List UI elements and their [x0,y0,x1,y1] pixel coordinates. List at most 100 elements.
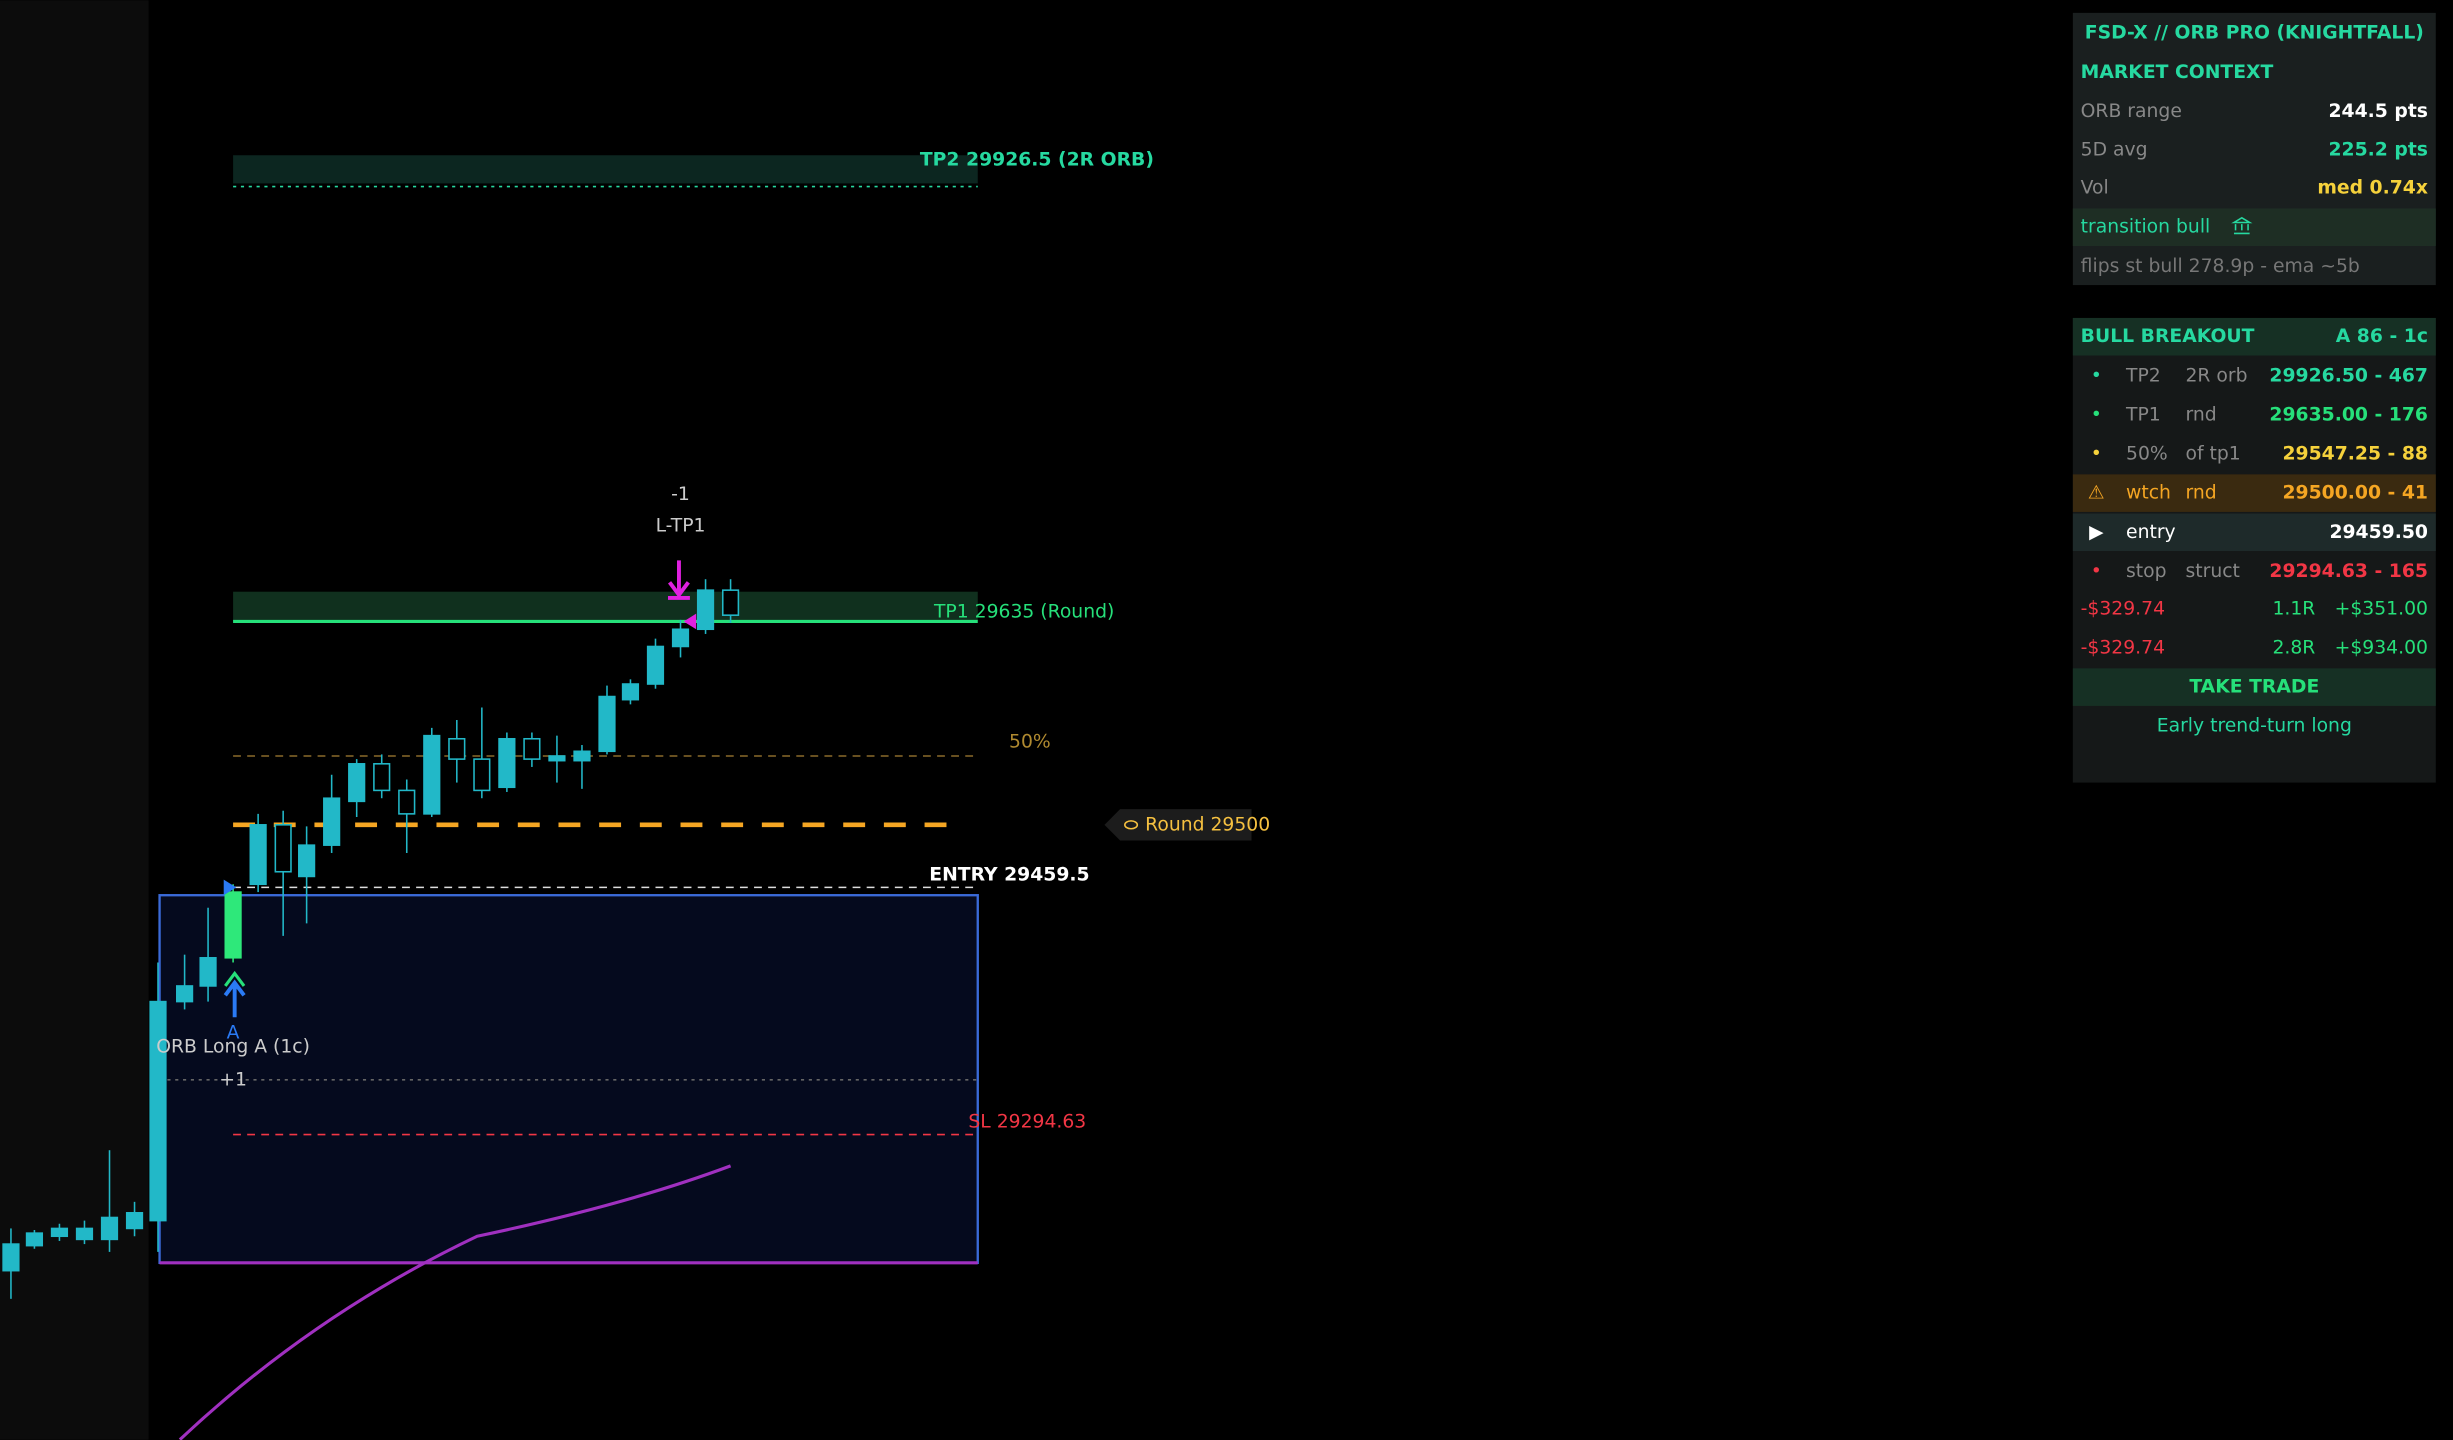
tp1-label: TP1 29635 (Round) [933,602,1114,623]
candle-body [671,628,690,648]
candle-body [100,1216,119,1241]
context-value: 225.2 pts [2329,139,2428,160]
regime-band [2072,208,2436,246]
level-name: TP1 [2125,404,2161,425]
level-tag: 2R orb [2185,365,2247,386]
context-label: ORB range [2081,101,2182,122]
candle-body [274,824,292,873]
exit-arrow [668,560,690,600]
candle-body [498,737,516,789]
candle-body [696,589,715,631]
tp2-zone [233,155,978,184]
candle-body [646,645,665,685]
level-icon: ▶ [2089,522,2104,543]
orb-marker: A [227,1022,240,1043]
round-tag [1104,809,1252,841]
tp1-count: -1 [671,484,690,505]
bank-icon [2231,216,2253,235]
level-value: 29500.00 - 41 [2282,483,2428,504]
reward-amount: +$934.00 [2335,638,2428,659]
context-label: Vol [2081,178,2109,199]
candle-body [398,789,416,815]
section-heading: BULL BREAKOUT [2081,326,2255,347]
panel-rows: FSD-X // ORB PRO (KNIGHTFALL) MARKET CONT… [2072,23,2436,737]
action-note: Early trend-turn long [2157,716,2352,737]
candle-body [50,1227,69,1238]
candles [2,579,740,1299]
candle-body [224,891,242,959]
tp1-signal: L-TP1 [656,516,706,537]
reward-amount: +$351.00 [2335,598,2428,619]
level-band [2072,474,2436,512]
candle-body [523,737,541,760]
buy-arrow [223,979,246,1018]
level-value: 29926.50 - 467 [2269,365,2428,386]
round-label: Round 29500 [1145,814,1270,835]
level-icon: • [2091,444,2102,465]
risk-amount: -$329.74 [2081,638,2165,659]
section-heading: MARKET CONTEXT [2081,62,2274,83]
level-icon: • [2091,404,2102,425]
session-shade [0,0,149,1440]
exit-marker [683,613,697,630]
candle-body [473,758,491,792]
candle-body [448,737,466,760]
candle-body [348,763,366,803]
candle-body [423,734,441,815]
level-tag: rnd [2185,483,2216,504]
level-icon: ⚠ [2088,483,2105,504]
level-value: 29635.00 - 176 [2269,404,2428,425]
level-name: stop [2126,561,2167,582]
level-icon: • [2091,561,2102,582]
sl-label: SL 29294.63 [968,1112,1086,1133]
candle-body [573,750,591,762]
candle-body [598,695,616,753]
candle-body [298,844,316,878]
eye-icon [1124,820,1139,830]
level-name: entry [2126,522,2176,543]
breakout-band [2072,317,2436,356]
orb-long-label: ORB Long A (1c) [156,1036,310,1057]
level-tag: struct [2185,561,2239,582]
level-tag: of tp1 [2185,444,2240,465]
entry-marker [223,879,237,896]
orb-count: +1 [219,1069,247,1090]
buy-chevron [224,970,246,987]
candle-body [249,824,267,886]
candle-body [75,1227,94,1241]
breakout-grade: A 86 - 1c [2336,326,2428,347]
level-value: 29459.50 [2329,522,2428,543]
level-value: 29294.63 - 165 [2269,561,2428,582]
candle-body [175,985,194,1003]
context-value: 244.5 pts [2329,101,2428,122]
level-name: wtch [2126,483,2171,504]
context-value: med 0.74x [2317,178,2428,199]
candle-body [149,1000,167,1222]
action-band [2072,668,2436,706]
candle-body [2,1243,20,1272]
candle-body [125,1212,144,1230]
candle-body [621,683,640,701]
action-label: TAKE TRADE [2189,677,2319,698]
candle-body [323,797,341,846]
candle-body [25,1232,44,1247]
regime-label: transition bull [2081,217,2211,238]
risk-ratio: 2.8R [2272,638,2315,659]
level-band [2072,513,2436,552]
tp2-label: TP2 29926.5 (2R ORB) [920,149,1154,170]
risk-ratio: 1.1R [2272,598,2315,619]
level-tag: rnd [2185,404,2216,425]
candle-body [199,957,217,987]
fifty-label: 50% [1009,731,1051,752]
candle-body [548,755,566,762]
panel-title: FSD-X // ORB PRO (KNIGHTFALL) [2085,23,2424,44]
level-name: TP2 [2125,365,2161,386]
context-label: 5D avg [2081,139,2148,160]
ema-line [178,1164,732,1440]
context-note: flips st bull 278.9p - ema ~5b [2081,256,2360,277]
candle-body [721,589,740,616]
tp1-zone [233,591,978,622]
level-name: 50% [2126,444,2168,465]
level-icon: • [2091,365,2102,386]
